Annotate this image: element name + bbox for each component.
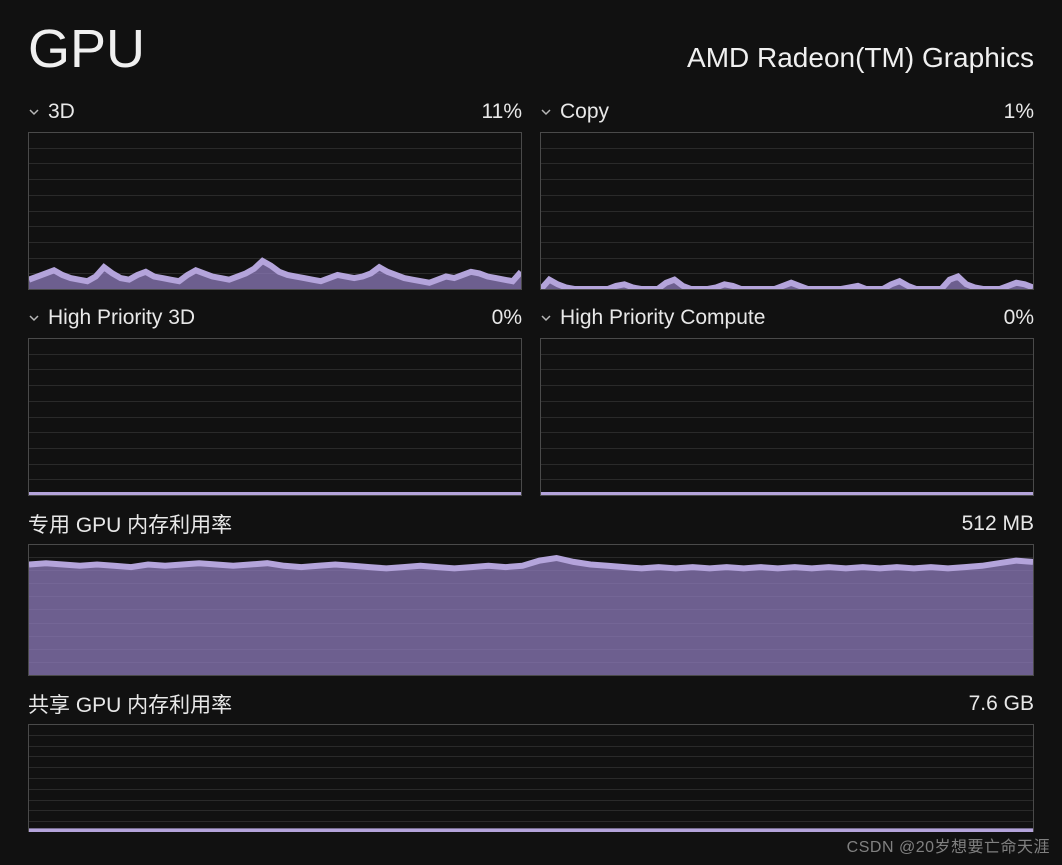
panel-hpcompute: High Priority Compute 0% bbox=[540, 304, 1034, 496]
panel-header-hp3d[interactable]: High Priority 3D 0% bbox=[28, 304, 522, 332]
panel-label-hpcompute: High Priority Compute bbox=[560, 306, 1004, 330]
panel-value-copy: 1% bbox=[1004, 100, 1034, 124]
panel-value-shared-mem: 7.6 GB bbox=[969, 692, 1034, 716]
panel-value-hp3d: 0% bbox=[492, 306, 522, 330]
panel-3d: 3D 11% bbox=[28, 98, 522, 290]
panel-header-shared-mem: 共享 GPU 内存利用率 7.6 GB bbox=[28, 690, 1034, 718]
panel-hp3d: High Priority 3D 0% bbox=[28, 304, 522, 496]
engine-row-1: 3D 11% Copy 1% bbox=[28, 98, 1034, 290]
chart-copy bbox=[540, 132, 1034, 290]
watermark: CSDN @20岁想要亡命天涯 bbox=[847, 833, 1050, 857]
panel-label-hp3d: High Priority 3D bbox=[48, 306, 492, 330]
panel-label-dedicated-mem: 专用 GPU 内存利用率 bbox=[28, 509, 232, 539]
panel-value-hpcompute: 0% bbox=[1004, 306, 1034, 330]
page-title: GPU bbox=[28, 18, 145, 80]
panel-value-dedicated-mem: 512 MB bbox=[962, 512, 1034, 536]
panel-header-dedicated-mem: 专用 GPU 内存利用率 512 MB bbox=[28, 510, 1034, 538]
engine-row-2: High Priority 3D 0% High Priority Comput… bbox=[28, 304, 1034, 496]
panel-header-hpcompute[interactable]: High Priority Compute 0% bbox=[540, 304, 1034, 332]
panel-value-3d: 11% bbox=[482, 100, 522, 124]
panel-header-copy[interactable]: Copy 1% bbox=[540, 98, 1034, 126]
chart-hpcompute bbox=[540, 338, 1034, 496]
chart-dedicated-mem bbox=[28, 544, 1034, 676]
panel-header-3d[interactable]: 3D 11% bbox=[28, 98, 522, 126]
panel-copy: Copy 1% bbox=[540, 98, 1034, 290]
panel-dedicated-mem: 专用 GPU 内存利用率 512 MB bbox=[28, 510, 1034, 676]
chevron-down-icon[interactable] bbox=[540, 312, 552, 324]
chart-hp3d bbox=[28, 338, 522, 496]
chart-3d bbox=[28, 132, 522, 290]
chart-shared-mem bbox=[28, 724, 1034, 832]
gpu-device-name: AMD Radeon(TM) Graphics bbox=[687, 42, 1034, 80]
chevron-down-icon[interactable] bbox=[540, 106, 552, 118]
chevron-down-icon[interactable] bbox=[28, 106, 40, 118]
panel-label-shared-mem: 共享 GPU 内存利用率 bbox=[28, 689, 232, 719]
panel-label-3d: 3D bbox=[48, 100, 482, 124]
chevron-down-icon[interactable] bbox=[28, 312, 40, 324]
header: GPU AMD Radeon(TM) Graphics bbox=[28, 18, 1034, 80]
panel-shared-mem: 共享 GPU 内存利用率 7.6 GB bbox=[28, 690, 1034, 832]
panel-label-copy: Copy bbox=[560, 100, 1004, 124]
